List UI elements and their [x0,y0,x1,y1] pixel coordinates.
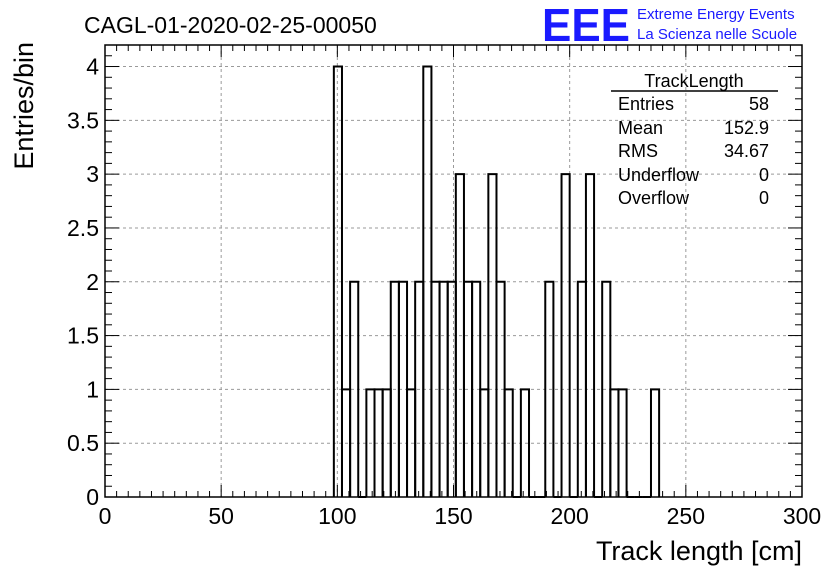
y-tick-label: 0 [86,484,99,510]
stats-label-underflow: Underflow [618,165,700,185]
y-tick-label: 1.5 [67,323,99,349]
axes: 0 50 100 150 200 250 300 0 0.5 1 1.5 2 2.5 3 3.5 4 [67,44,821,529]
y-axis-title: Entries/bin [9,42,39,170]
x-tick-label: 100 [318,503,356,529]
x-tick-label: 250 [667,503,705,529]
stats-value-mean: 152.9 [724,118,769,138]
y-tick-label: 3 [86,161,99,187]
stats-value-rms: 34.67 [724,141,769,161]
x-tick-label: 0 [99,503,112,529]
histogram-bin [349,280,360,497]
stats-title: TrackLength [644,71,743,91]
brand-line-1: Extreme Energy Events [637,6,795,23]
histogram-bin [649,388,661,497]
stats-label-entries: Entries [618,94,674,114]
histogram-bin [519,388,531,497]
x-tick-label: 200 [550,503,588,529]
stats-value-overflow: 0 [759,188,769,208]
stats-label-overflow: Overflow [618,188,690,208]
x-axis-title: Track length [cm] [596,536,802,566]
x-tick-label: 150 [434,503,472,529]
histogram-bin [584,173,596,497]
eee-logo: EEE [542,0,630,51]
histogram-bin [544,280,555,497]
x-tick-label: 300 [783,503,821,529]
histogram-bin [503,388,514,497]
stats-value-entries: 58 [749,94,769,114]
histogram-bin [332,65,343,497]
stats-value-underflow: 0 [759,165,769,185]
x-tick-label: 50 [208,503,234,529]
y-tick-label: 0.5 [67,430,99,456]
statistics-box: TrackLength Entries 58 Mean 152.9 RMS 34… [611,71,778,208]
y-tick-label: 1 [86,376,99,402]
run-title: CAGL-01-2020-02-25-00050 [84,12,377,38]
stats-label-rms: RMS [618,141,658,161]
y-tick-label: 4 [86,54,99,80]
stats-label-mean: Mean [618,118,663,138]
histogram-bin [560,173,571,497]
y-tick-label: 2 [86,269,99,295]
histogram-bin [617,388,628,497]
y-tick-label: 2.5 [67,215,99,241]
brand-line-2: La Scienza nelle Scuole [637,26,797,43]
histogram-series [332,65,661,498]
y-tick-label: 3.5 [67,107,99,133]
